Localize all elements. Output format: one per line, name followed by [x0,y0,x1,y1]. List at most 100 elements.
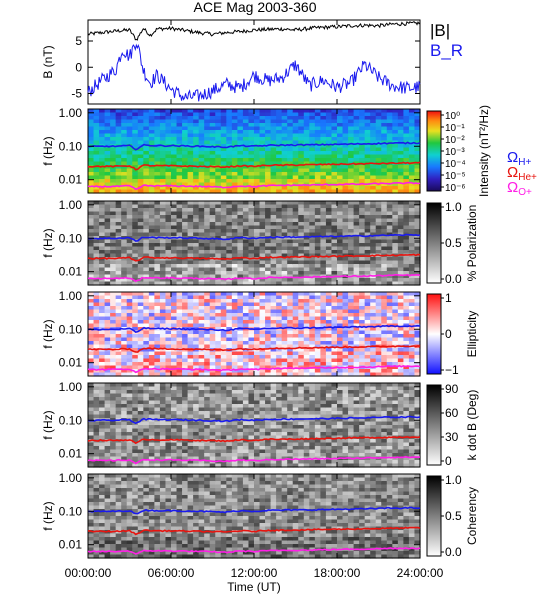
spectrogram-cell [215,453,222,458]
spectrogram-cell [137,407,144,412]
spectrogram-cell [137,383,144,388]
spectrogram-cell [154,123,161,128]
spectrogram-cell [110,112,117,117]
spectrogram-cell [143,271,150,276]
spectrogram-cell [281,168,288,173]
spectrogram-cell [220,323,227,328]
spectrogram-cell [265,232,272,237]
spectrogram-cell [126,186,133,191]
spectrogram-cell [397,365,404,370]
spectrogram-cell [281,330,288,335]
spectrogram-cell [110,201,117,206]
spectrogram-cell [171,295,178,300]
spectrogram-cell [171,168,178,173]
spectrogram-cell [159,260,167,265]
spectrogram-cell [325,334,333,339]
spectrogram-cell [176,229,183,234]
spectrogram-cell [187,278,194,283]
spectrogram-cell [110,323,117,328]
spectrogram-cell [198,154,205,159]
spectrogram-cell [209,316,216,321]
spectrogram-cell [110,239,117,244]
spectrogram-cell [148,109,155,114]
spectrogram-cell [370,140,377,145]
spectrogram-cell [171,414,178,419]
spectrogram-cell [314,236,321,241]
spectrogram-cell [148,116,155,121]
intensity-panel: 1.000.100.01f (Hz)10⁰10⁻¹10⁻²10⁻³10⁻⁴10⁻… [41,105,537,198]
spectrogram-cell [193,453,200,458]
spectrogram-cell [187,281,194,286]
spectrogram-cell [337,281,344,286]
spectrogram-cell [348,327,355,332]
spectrogram-cell [397,130,404,135]
spectrogram-cell [298,208,305,213]
spectrogram-cell [309,239,316,244]
spectrogram-cell [276,278,283,283]
spectrogram-cell [325,292,333,297]
spectrogram-cell [270,208,277,213]
spectrogram-cell [342,355,349,360]
spectrogram-cell [314,130,321,135]
spectrogram-cell [115,243,122,248]
spectrogram-cell [292,257,299,262]
spectrogram-cell [143,137,150,142]
spectrogram-cell [386,109,393,114]
spectrogram-cell [187,351,194,356]
spectrogram-cell [325,355,333,360]
spectrogram-cell [171,109,178,114]
spectrogram-cell [309,344,316,349]
spectrogram-cell [325,151,333,156]
spectrogram-cell [408,274,416,279]
spectrogram-cell [375,355,382,360]
spectrogram-cell [375,292,382,297]
spectrogram-cell [209,172,216,177]
spectrogram-cell [320,172,327,177]
spectrogram-cell [148,320,155,325]
spectrogram-cell [270,358,277,363]
spectrogram-cell [154,229,161,234]
spectrogram-cell [93,442,100,447]
spectrogram-cell [386,137,393,142]
spectrogram-cell [226,372,233,377]
spectrogram-cell [298,337,305,342]
spectrogram-cell [314,126,321,131]
spectrogram-cell [309,133,316,138]
spectrogram-cell [270,365,277,370]
spectrogram-cell [171,232,178,237]
spectrogram-cell [370,208,377,213]
spectrogram-cell [331,218,338,223]
spectrogram-cell [154,316,161,321]
y-tick-label: 0.10 [59,231,83,245]
spectrogram-cell [248,302,255,307]
spectrogram-cell [265,351,272,356]
spectrogram-cell [148,330,155,335]
spectrogram-cell [408,208,416,213]
spectrogram-cell [237,225,244,230]
spectrogram-cell [198,175,205,180]
spectrogram-cell [353,362,360,367]
spectrogram-cell [137,449,144,454]
spectrogram-cell [165,161,172,166]
spectrogram-cell [115,355,122,360]
spectrogram-cell [121,463,128,468]
spectrogram-cell [254,299,261,304]
spectrogram-cell [403,281,410,286]
spectrogram-cell [408,172,416,177]
spectrogram-cell [303,337,310,342]
spectrogram-cell [325,179,333,184]
spectrogram-cell [193,313,200,318]
spectrogram-cell [121,271,128,276]
spectrogram-cell [121,186,128,191]
spectrogram-cell [403,274,410,279]
spectrogram-cell [137,182,144,187]
spectrogram-cell [215,372,222,377]
spectrogram-cell [370,278,377,283]
spectrogram-cell [281,337,288,342]
spectrogram-cell [171,229,178,234]
spectrogram-cell [226,264,233,269]
spectrogram-cell [182,116,189,121]
spectrogram-cell [331,309,338,314]
spectrogram-cell [414,362,421,367]
spectrogram-cell [110,260,117,265]
